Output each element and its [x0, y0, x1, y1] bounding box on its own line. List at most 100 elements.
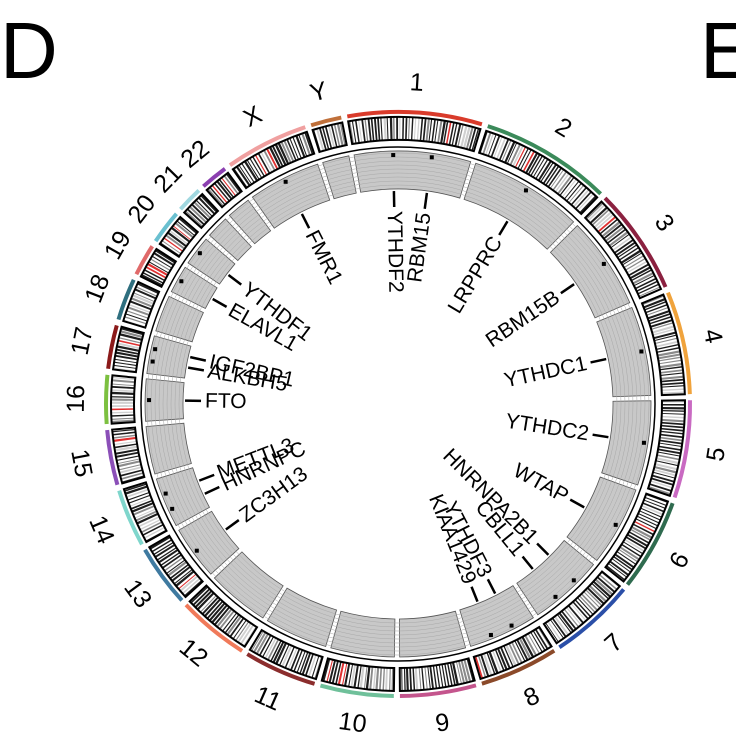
chromosome-band	[601, 221, 621, 238]
chromosome-band	[174, 222, 194, 239]
gene-leader-line	[569, 498, 585, 509]
chromosome-band	[171, 565, 191, 582]
inner-gray-ring	[140, 146, 656, 662]
chromosome-band	[143, 269, 165, 282]
gene-leader-line	[225, 519, 240, 531]
chromosome-band	[375, 667, 380, 691]
chromosome-band	[365, 666, 371, 690]
chromosome-arc-3	[603, 196, 668, 288]
chromosome-band	[203, 598, 222, 617]
chromosome-band	[127, 306, 150, 316]
chromosome-arc-19	[134, 245, 154, 276]
chromosome-band	[619, 546, 640, 561]
gene-leader-line	[198, 473, 215, 482]
panel-letter: D	[0, 6, 58, 95]
chromosome-band	[224, 614, 240, 634]
chromosome-band	[116, 348, 139, 355]
chromosome-band	[477, 655, 487, 678]
chromosome-band	[133, 292, 155, 303]
chromosome-band	[658, 445, 682, 451]
chromosome-band	[146, 262, 169, 277]
chromosome-band	[612, 236, 632, 252]
chromosome-band	[596, 576, 616, 593]
chromosome-band	[403, 667, 406, 691]
gene-marker	[163, 491, 168, 496]
chromosome-band	[639, 510, 661, 521]
gene-marker	[283, 179, 288, 184]
chromosome-band	[389, 117, 393, 141]
chromosome-band	[542, 163, 557, 185]
chromosome-label-16: 16	[62, 385, 90, 413]
chromosome-band	[206, 600, 224, 620]
chromosome-arc-18	[116, 278, 136, 321]
gray-segment-14	[155, 467, 211, 527]
chromosome-band	[517, 148, 529, 170]
chromosome-band	[506, 142, 518, 164]
chromosome-band	[117, 339, 141, 347]
chromosome-band	[296, 650, 306, 673]
chromosome-band	[418, 667, 422, 691]
chromosome-band	[647, 309, 670, 320]
chromosome-band	[630, 528, 651, 541]
chromosome-label-21: 21	[148, 159, 187, 198]
gene-marker	[150, 359, 155, 364]
gray-segment-11	[266, 587, 338, 647]
chromosome-band	[591, 208, 610, 226]
track-grid-line	[166, 172, 630, 636]
chromosome-band	[641, 504, 664, 516]
ideogram-outline-19	[139, 247, 178, 289]
chromosome-band	[274, 143, 287, 166]
gene-leader-line	[227, 273, 243, 286]
chromosome-band	[498, 138, 510, 161]
chromosome-band	[652, 471, 676, 479]
chromosome-band	[661, 409, 685, 412]
chromosome-band	[651, 477, 674, 486]
chromosome-band	[111, 396, 135, 398]
chromosome-band	[260, 151, 273, 173]
chromosome-band	[661, 406, 685, 410]
chromosome-band	[299, 651, 309, 674]
chromosome-band	[344, 663, 351, 687]
chromosome-band	[380, 117, 383, 141]
chromosome-arc-6	[625, 502, 675, 586]
chromosome-band	[211, 604, 228, 624]
chromosome-label-8: 8	[520, 681, 544, 712]
gene-leader-line	[212, 297, 228, 308]
chromosome-band	[326, 659, 334, 683]
chromosome-band	[367, 118, 372, 142]
chromosome-band	[178, 217, 198, 234]
chromosome-band	[654, 466, 677, 474]
ideogram-outline-Y	[311, 121, 348, 154]
ideogram-outline-X	[231, 130, 316, 190]
chromosome-band	[636, 515, 659, 527]
chromosome-band	[530, 155, 543, 177]
chromosome-band	[112, 434, 136, 439]
chromosome-band	[534, 628, 549, 650]
chromosome-band	[111, 379, 135, 384]
chromosome-band	[115, 351, 139, 358]
chromosome-band	[337, 662, 345, 686]
chromosome-band	[661, 412, 685, 415]
chromosome-band	[501, 139, 512, 162]
chromosome-band	[153, 252, 175, 266]
chromosome-band	[128, 303, 151, 314]
chromosome-label-22: 22	[175, 134, 214, 173]
chromosome-band	[168, 229, 189, 245]
track-grid-line	[158, 164, 638, 644]
chromosome-band	[410, 117, 414, 141]
chromosome-band	[553, 615, 570, 636]
chromosome-band	[455, 661, 462, 684]
gene-leader-line	[187, 366, 205, 372]
chromosome-band	[135, 510, 158, 522]
chromosome-band	[223, 175, 239, 195]
chromosome-band	[363, 666, 368, 690]
chromosome-band	[218, 610, 235, 630]
chromosome-band	[561, 610, 577, 630]
chromosome-band	[447, 663, 453, 687]
chromosome-band	[496, 137, 507, 160]
chromosome-band	[631, 269, 653, 282]
chromosome-band	[572, 601, 589, 620]
chromosome-label-14: 14	[83, 512, 120, 549]
chromosome-band	[514, 640, 526, 662]
